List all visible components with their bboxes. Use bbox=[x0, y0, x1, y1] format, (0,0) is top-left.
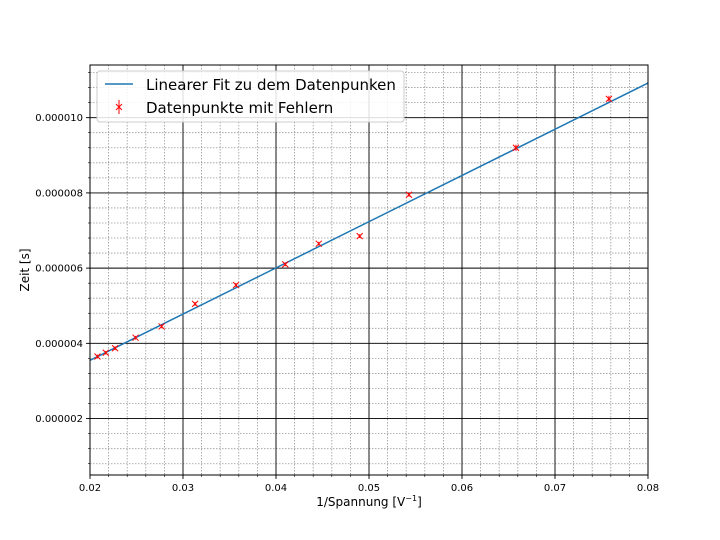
y-tick-label: 0.000010 bbox=[35, 113, 83, 124]
data-point bbox=[605, 95, 613, 103]
data-point bbox=[512, 144, 520, 152]
data-point bbox=[356, 232, 364, 240]
data-point bbox=[102, 349, 110, 357]
x-marker-stroke bbox=[315, 240, 323, 248]
y-tick-label: 0.000008 bbox=[35, 188, 83, 199]
y-tick-label: 0.000002 bbox=[35, 414, 83, 425]
data-point bbox=[191, 300, 199, 308]
x-marker-stroke bbox=[356, 232, 364, 240]
x-marker-stroke bbox=[158, 323, 165, 330]
x-tick-label: 0.04 bbox=[265, 483, 287, 494]
y-axis-label: Zeit [s] bbox=[18, 248, 32, 291]
legend-errorbar-label: Datenpunkte mit Fehlern bbox=[146, 99, 333, 117]
x-tick-label: 0.03 bbox=[172, 483, 194, 494]
y-tick-label: 0.000004 bbox=[35, 339, 83, 350]
x-axis-label-text: 1/Spannung bbox=[316, 495, 388, 509]
x-axis-ticks: 0.02 0.03 0.04 0.05 0.06 0.07 0.08 bbox=[79, 475, 659, 494]
x-marker-stroke bbox=[232, 281, 240, 289]
data-point bbox=[232, 281, 240, 289]
x-axis-label: 1/Spannung [V−1] bbox=[316, 494, 422, 509]
x-marker-stroke bbox=[132, 334, 139, 342]
x-tick-label: 0.08 bbox=[637, 483, 659, 494]
x-tick-label: 0.07 bbox=[544, 483, 566, 494]
data-point bbox=[281, 261, 289, 268]
legend-x-marker-stroke bbox=[115, 103, 123, 111]
legend-box bbox=[96, 70, 405, 123]
y-axis-ticks: 0.000002 0.000004 0.000006 0.000008 0.000010 bbox=[35, 72, 90, 465]
x-axis-label-exponent: −1 bbox=[405, 494, 417, 503]
x-tick-label: 0.05 bbox=[358, 483, 380, 494]
x-marker-stroke bbox=[94, 353, 101, 360]
x-marker-stroke bbox=[191, 300, 199, 308]
legend: Linearer Fit zu dem Datenpunken Datenpun… bbox=[96, 70, 405, 123]
x-marker-stroke bbox=[405, 191, 413, 199]
data-point bbox=[111, 344, 119, 352]
data-point bbox=[132, 334, 139, 342]
legend-errorbar-swatch bbox=[115, 100, 123, 114]
x-marker-stroke bbox=[111, 344, 119, 352]
x-axis-label-unit-close: ] bbox=[417, 495, 422, 509]
x-marker-stroke bbox=[281, 261, 289, 268]
x-marker-stroke bbox=[605, 95, 613, 103]
y-tick-label: 0.000006 bbox=[35, 264, 83, 275]
data-point bbox=[158, 323, 165, 330]
data-point bbox=[315, 240, 323, 248]
x-tick-label: 0.06 bbox=[451, 483, 473, 494]
x-marker-stroke bbox=[512, 144, 520, 152]
fit-line bbox=[90, 82, 648, 361]
x-axis-label-unit: [V bbox=[392, 495, 406, 509]
data-point bbox=[94, 353, 101, 360]
legend-line-label: Linearer Fit zu dem Datenpunken bbox=[146, 76, 396, 94]
x-tick-label: 0.02 bbox=[79, 483, 101, 494]
series-layer bbox=[90, 82, 648, 361]
x-marker-stroke bbox=[102, 349, 110, 357]
data-point bbox=[405, 191, 413, 199]
